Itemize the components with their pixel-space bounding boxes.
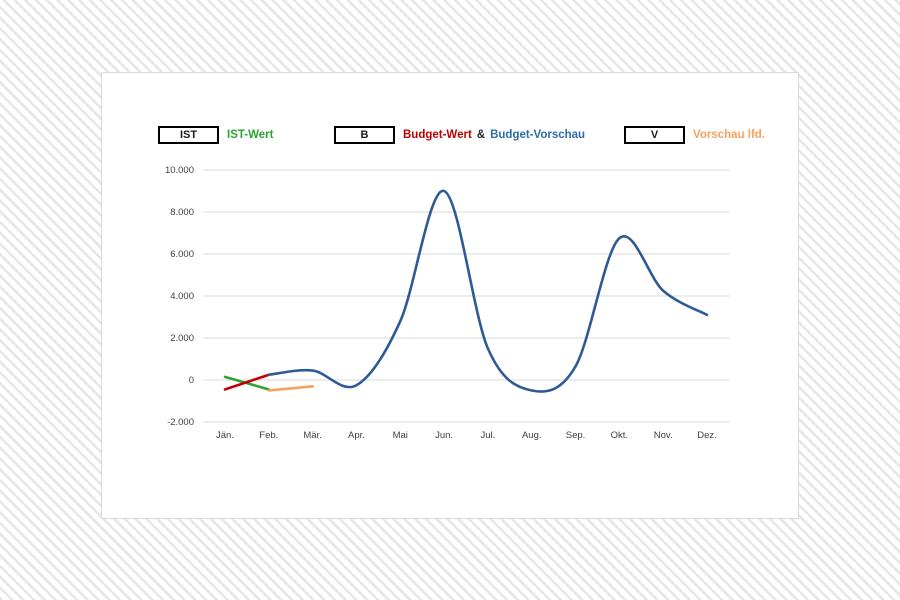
legend-item-ist: IST IST-Wert xyxy=(158,126,273,144)
y-tick-label: 10.000 xyxy=(165,165,194,176)
x-tick-label: Dez. xyxy=(697,430,717,441)
legend-button-budget[interactable]: B xyxy=(334,126,395,144)
line-chart: 10.000 8.000 6.000 4.000 2.000 0 -2.000 Jän. Feb… xyxy=(165,165,730,441)
x-tick-label: Nov. xyxy=(654,430,673,441)
legend-label-ampersand: & xyxy=(476,129,486,141)
legend-label-budget-vorschau: Budget-Vorschau xyxy=(490,129,586,141)
legend-button-ist[interactable]: IST xyxy=(158,126,219,144)
x-tick-label: Jul. xyxy=(481,430,496,441)
legend-button-vorschau[interactable]: V xyxy=(624,126,685,144)
y-tick-label: 4.000 xyxy=(170,291,194,302)
x-tick-label: Mär. xyxy=(303,430,321,441)
y-tick-label: -2.000 xyxy=(167,417,194,428)
x-tick-label: Aug. xyxy=(522,430,542,441)
chart-card: IST IST-Wert B Budget-Wert & Budget-Vors… xyxy=(101,72,799,519)
legend-label-vorschau-lfd: Vorschau lfd. xyxy=(693,129,765,141)
legend-item-vorschau: V Vorschau lfd. xyxy=(624,126,765,144)
x-tick-label: Feb. xyxy=(259,430,278,441)
series-line-budget-vorschau xyxy=(267,189,709,393)
legend-label-ist-wert: IST-Wert xyxy=(227,129,274,141)
series-line-budget-wert xyxy=(223,373,271,391)
series-line-vorschau-lfd- xyxy=(267,385,314,392)
x-tick-label: Okt. xyxy=(611,430,628,441)
x-tick-label: Sep. xyxy=(566,430,586,441)
y-tick-label: 2.000 xyxy=(170,333,194,344)
x-tick-label: Jän. xyxy=(216,430,234,441)
y-tick-label: 0 xyxy=(189,375,194,386)
x-tick-label: Apr. xyxy=(348,430,365,441)
legend-label-budget-wert: Budget-Wert xyxy=(403,129,472,141)
x-tick-label: Jun. xyxy=(435,430,453,441)
legend-item-budget: B Budget-Wert & Budget-Vorschau xyxy=(334,126,585,144)
y-tick-label: 6.000 xyxy=(170,249,194,260)
x-tick-label: Mai xyxy=(393,430,408,441)
y-tick-label: 8.000 xyxy=(170,207,194,218)
